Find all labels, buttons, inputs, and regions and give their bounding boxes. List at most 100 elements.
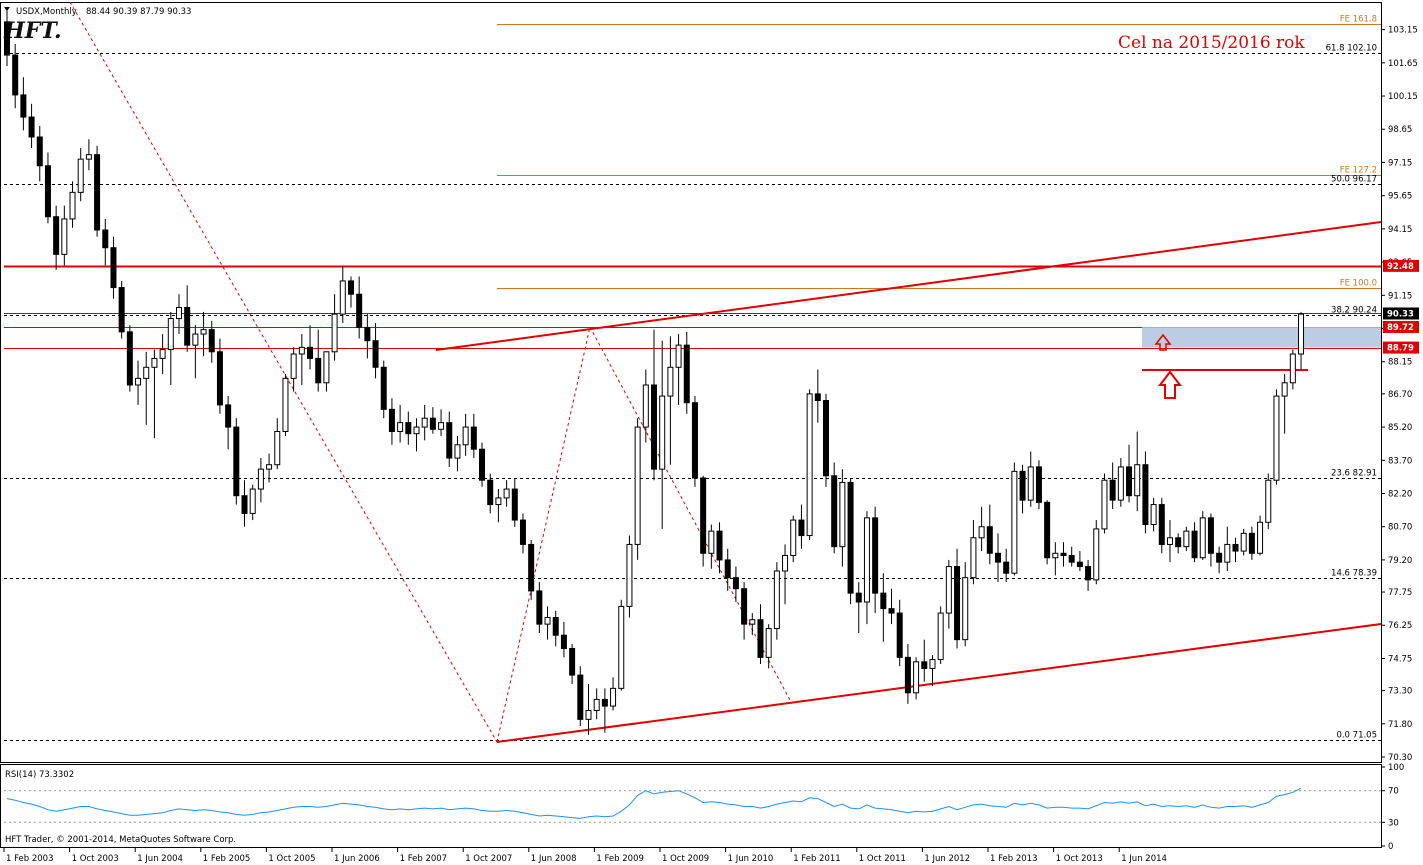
candle — [618, 599, 625, 691]
x-tick-label: 1 Oct 2003 — [72, 854, 119, 864]
candle — [708, 524, 715, 569]
fib-level-label: 61.8 102.10 — [1326, 44, 1377, 54]
rsi-tick-label: 30 — [1388, 818, 1399, 828]
candle — [429, 407, 436, 434]
candle — [274, 418, 281, 470]
candle — [1257, 515, 1264, 556]
candle — [454, 435, 461, 472]
candle-bear — [683, 344, 690, 404]
candle — [847, 477, 854, 605]
candle-bull — [421, 417, 428, 428]
candle — [241, 480, 248, 527]
candle — [135, 360, 142, 405]
copyright-text: HFT Trader, © 2001-2014, MetaQuotes Soft… — [5, 835, 236, 845]
y-tick-label: 100.15 — [1388, 92, 1418, 102]
candle — [954, 548, 961, 649]
candle — [323, 351, 330, 392]
candle-bull — [249, 488, 256, 514]
candle — [700, 475, 707, 567]
candle-bull — [290, 353, 297, 379]
fe-level-label: FE 100.0 — [1340, 279, 1377, 289]
candle-bear — [118, 287, 125, 333]
candle — [151, 349, 158, 439]
candle-bear — [691, 402, 698, 479]
candle — [462, 413, 469, 456]
candle-bear — [847, 481, 854, 594]
candle-bear — [1019, 470, 1026, 501]
candle-bull — [749, 619, 756, 625]
candle-bull — [159, 349, 166, 359]
candle-bear — [347, 280, 354, 295]
candle-bull — [438, 422, 445, 430]
candle-bull — [298, 346, 305, 355]
candle-bear — [1060, 552, 1067, 556]
candle-bull — [339, 280, 346, 315]
candle — [208, 320, 215, 363]
candle-bull — [323, 351, 330, 384]
candle-bear — [921, 661, 928, 669]
candle-bull — [61, 218, 68, 255]
candle-bear — [1207, 517, 1214, 554]
candle-bull — [929, 659, 936, 669]
candle — [282, 373, 289, 436]
candle-bear — [470, 426, 477, 450]
candle — [1232, 537, 1239, 563]
candle — [388, 398, 395, 445]
candle-bear — [552, 616, 559, 636]
candle — [413, 418, 420, 452]
candle-bear — [1044, 501, 1051, 559]
candle-bear — [388, 408, 395, 432]
candle — [495, 489, 502, 523]
candle-bear — [241, 495, 248, 514]
candle — [20, 77, 27, 131]
candle — [519, 513, 526, 554]
candle — [1273, 389, 1280, 485]
candle-bear — [986, 526, 993, 554]
candle-bull — [282, 377, 289, 432]
candle — [364, 314, 371, 359]
candle-bull — [782, 554, 789, 572]
candle-bear — [577, 674, 584, 720]
target-zone — [1142, 326, 1381, 348]
candle-bear — [994, 552, 1001, 563]
candle-bull — [978, 526, 985, 539]
rsi-frame — [0, 764, 1382, 848]
price-box-label: 88.79 — [1387, 344, 1414, 354]
candle-bear — [872, 517, 879, 594]
candle-bull — [257, 468, 264, 490]
fe-level-label: FE 127.2 — [1340, 166, 1377, 176]
candle-bull — [200, 329, 207, 335]
price-box — [1383, 307, 1419, 320]
candle — [1011, 462, 1018, 576]
candle-bull — [913, 661, 920, 694]
candle — [1142, 451, 1149, 534]
y-tick-label: 98.65 — [1388, 125, 1412, 135]
x-tick-label: 1 Feb 2011 — [793, 854, 841, 864]
candle-bear — [1085, 566, 1092, 581]
main-chart-frame — [0, 2, 1382, 763]
candle-bear — [94, 154, 101, 231]
y-tick-label: 97.15 — [1388, 158, 1412, 168]
candle — [77, 148, 84, 202]
candle — [61, 205, 68, 266]
y-tick-label: 94.15 — [1388, 225, 1412, 235]
candle — [470, 413, 477, 459]
candle-bear — [429, 417, 436, 430]
candle-bull — [274, 430, 281, 466]
candle — [1101, 473, 1108, 534]
candle-bear — [831, 475, 838, 548]
candle — [446, 411, 453, 467]
candle-bear — [216, 351, 223, 406]
candle — [642, 369, 649, 443]
candle — [1281, 373, 1288, 434]
ohlc-readout: 88.44 90.39 87.79 90.33 — [86, 7, 191, 17]
candle-bull — [462, 426, 469, 446]
candle-bear — [798, 519, 805, 537]
price-box — [1383, 259, 1419, 272]
candle — [839, 469, 846, 567]
up-arrow-icon — [1157, 370, 1183, 399]
price-box-label: 89.72 — [1387, 323, 1414, 333]
x-tick-label: 1 Jun 2008 — [531, 854, 577, 864]
y-tick-label: 77.75 — [1388, 588, 1412, 598]
